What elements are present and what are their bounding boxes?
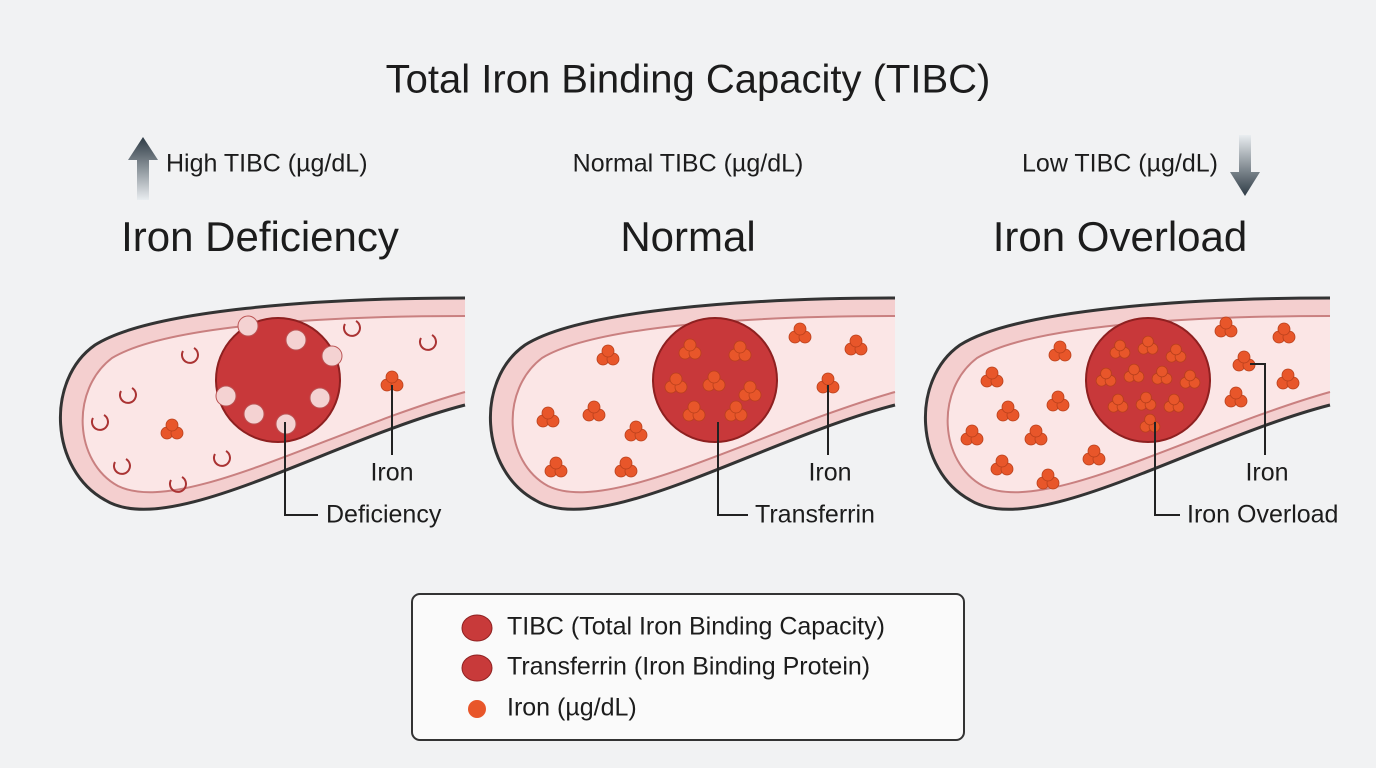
legend-icon [468,700,486,718]
leader-line [1250,363,1266,455]
iron-particle [1219,316,1233,330]
indicator: High TIBC (µg/dL) [166,150,368,178]
iron-particle [1128,363,1140,376]
empty-binding-site [169,476,187,493]
panel-heading: Iron Deficiency [121,213,399,260]
legend-label: Transferrin (Iron Binding Protein) [507,653,870,681]
iron-particle [1237,350,1251,364]
iron-particle [1051,390,1065,404]
iron-particle [1156,365,1168,378]
empty-binding-site [213,450,231,467]
title: Total Iron Binding Capacity (TIBC) [386,58,991,102]
empty-binding-site [119,387,137,404]
iron-particle [743,380,757,394]
empty-binding-site [419,334,437,351]
iron-particle [587,400,601,414]
legend-icon [461,614,493,642]
leader-line [284,422,318,516]
iron-particle [1053,340,1067,354]
label: Deficiency [326,501,442,529]
iron-particle [821,372,835,386]
empty-binding-site [91,414,109,431]
binding-site [215,385,237,407]
up-arrow [128,137,158,200]
binding-site [243,403,265,425]
legend-icon [461,654,493,682]
iron-particle [1144,413,1156,426]
iron-particle [1001,400,1015,414]
iron-particle [1029,424,1043,438]
iron-particle [1229,386,1243,400]
iron-particle [549,456,563,470]
iron-particle [729,400,743,414]
iron-particle [385,370,399,384]
binding-site [309,387,331,409]
iron-particle [629,420,643,434]
leader-lines [284,363,1266,516]
iron-particle [985,366,999,380]
iron-particle [1112,393,1124,406]
iron-particle [1168,393,1180,406]
iron-particle [541,406,555,420]
empty-binding-site [113,458,131,475]
label: Transferrin [755,501,875,529]
panel-heading: Iron Overload [993,213,1247,260]
binding-site [237,315,259,337]
legend-label: TIBC (Total Iron Binding Capacity) [507,613,885,641]
iron-particle [687,400,701,414]
iron-particle [1041,468,1055,482]
iron-particle [1184,369,1196,382]
iron-particle [733,340,747,354]
iron-particle [165,418,179,432]
iron-particle [683,338,697,352]
iron-particle [1277,322,1291,336]
label: Iron Overload [1187,501,1338,529]
iron-particle [1281,368,1295,382]
iron-particle [1140,391,1152,404]
iron-particle [1114,339,1126,352]
iron-particle [669,372,683,386]
iron-particle [707,370,721,384]
iron-particle [1142,335,1154,348]
legend-box [411,593,965,741]
empty-binding-site [343,320,361,337]
label: Iron [1245,459,1288,487]
leader-line [1154,422,1180,516]
binding-site [285,329,307,351]
down-arrow [1230,135,1260,196]
iron-particle [793,322,807,336]
indicator: Normal TIBC (µg/dL) [573,150,804,178]
iron-particle [995,454,1009,468]
iron-particle [1087,444,1101,458]
iron-particle [1170,343,1182,356]
iron-particle [1100,367,1112,380]
iron-particle [849,334,863,348]
label: Iron [808,459,851,487]
legend-label: Iron (µg/dL) [507,694,637,722]
indicator: Low TIBC (µg/dL) [1022,150,1218,178]
iron-particle [965,424,979,438]
iron-particle [619,456,633,470]
label: Iron [370,459,413,487]
panel-heading: Normal [620,213,755,260]
illustrations [58,296,1331,511]
binding-site [321,345,343,367]
empty-binding-site [181,347,199,364]
iron-particle [601,344,615,358]
leader-line [717,422,748,516]
